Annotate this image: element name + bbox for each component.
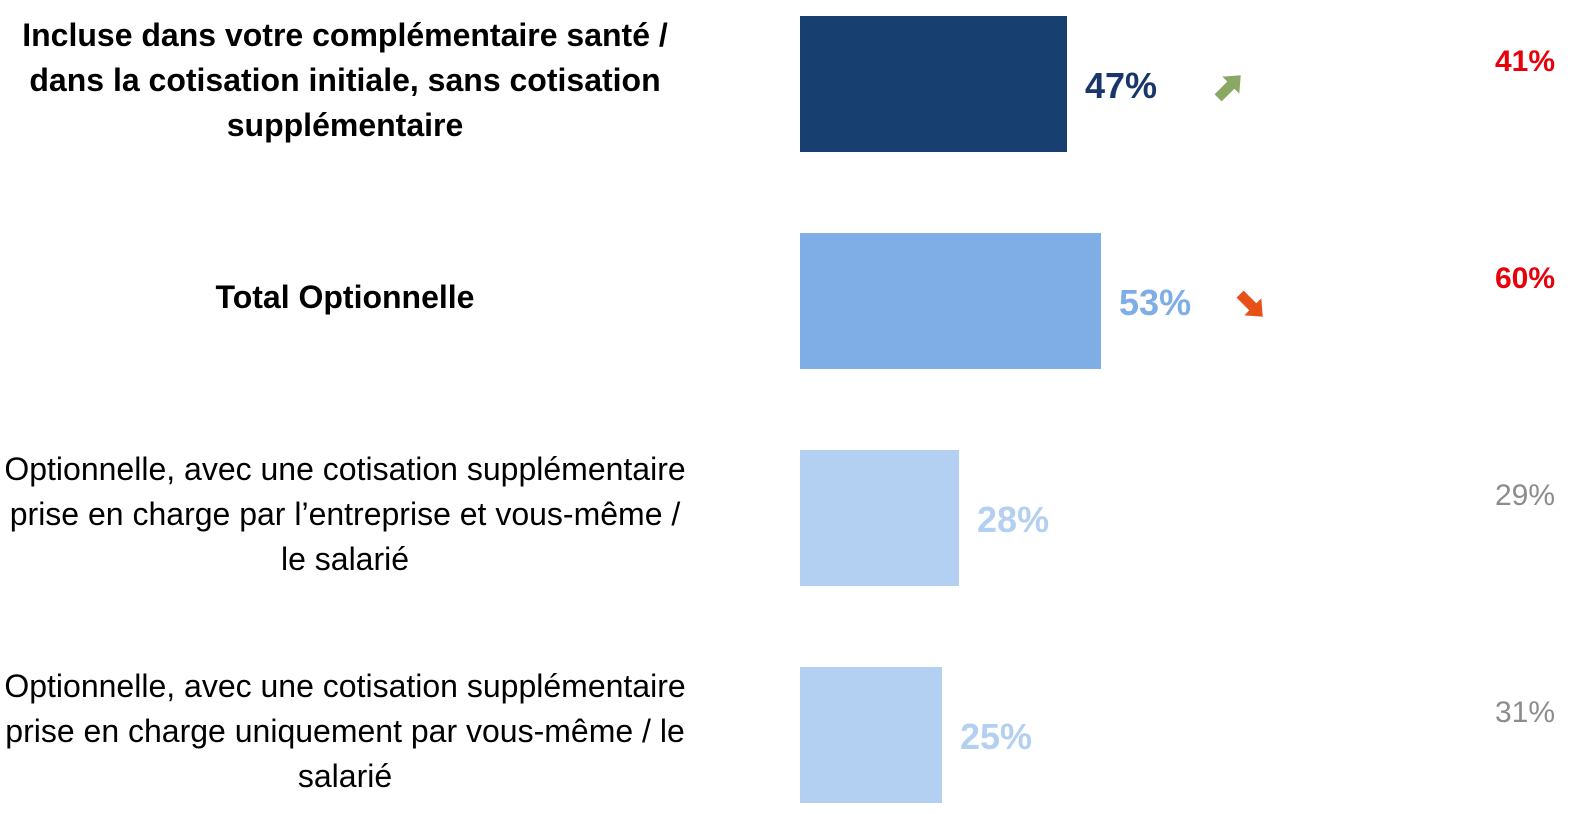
bar: [800, 16, 1067, 152]
category-label: Optionnelle, avec une cotisation supplém…: [4, 450, 686, 577]
comparison-label: 60%: [1494, 262, 1555, 295]
comparison-label: 29%: [1494, 479, 1555, 512]
bar: [800, 233, 1102, 369]
category-label: Incluse dans votre complémentaire santé …: [22, 16, 668, 143]
comparison-label: 31%: [1494, 696, 1555, 729]
trend-down-arrow: [1236, 290, 1263, 317]
bar: [800, 450, 960, 586]
comparison-label: 41%: [1494, 45, 1555, 78]
value-label: 47%: [1084, 65, 1158, 106]
bar: [800, 667, 942, 803]
trend-up-arrow: [1214, 75, 1241, 102]
category-label: Total Optionnelle: [215, 278, 475, 315]
value-label: 53%: [1119, 282, 1192, 323]
category-label: Optionnelle, avec une cotisation supplém…: [4, 667, 686, 794]
value-label: 28%: [977, 499, 1050, 540]
value-label: 25%: [960, 716, 1033, 757]
